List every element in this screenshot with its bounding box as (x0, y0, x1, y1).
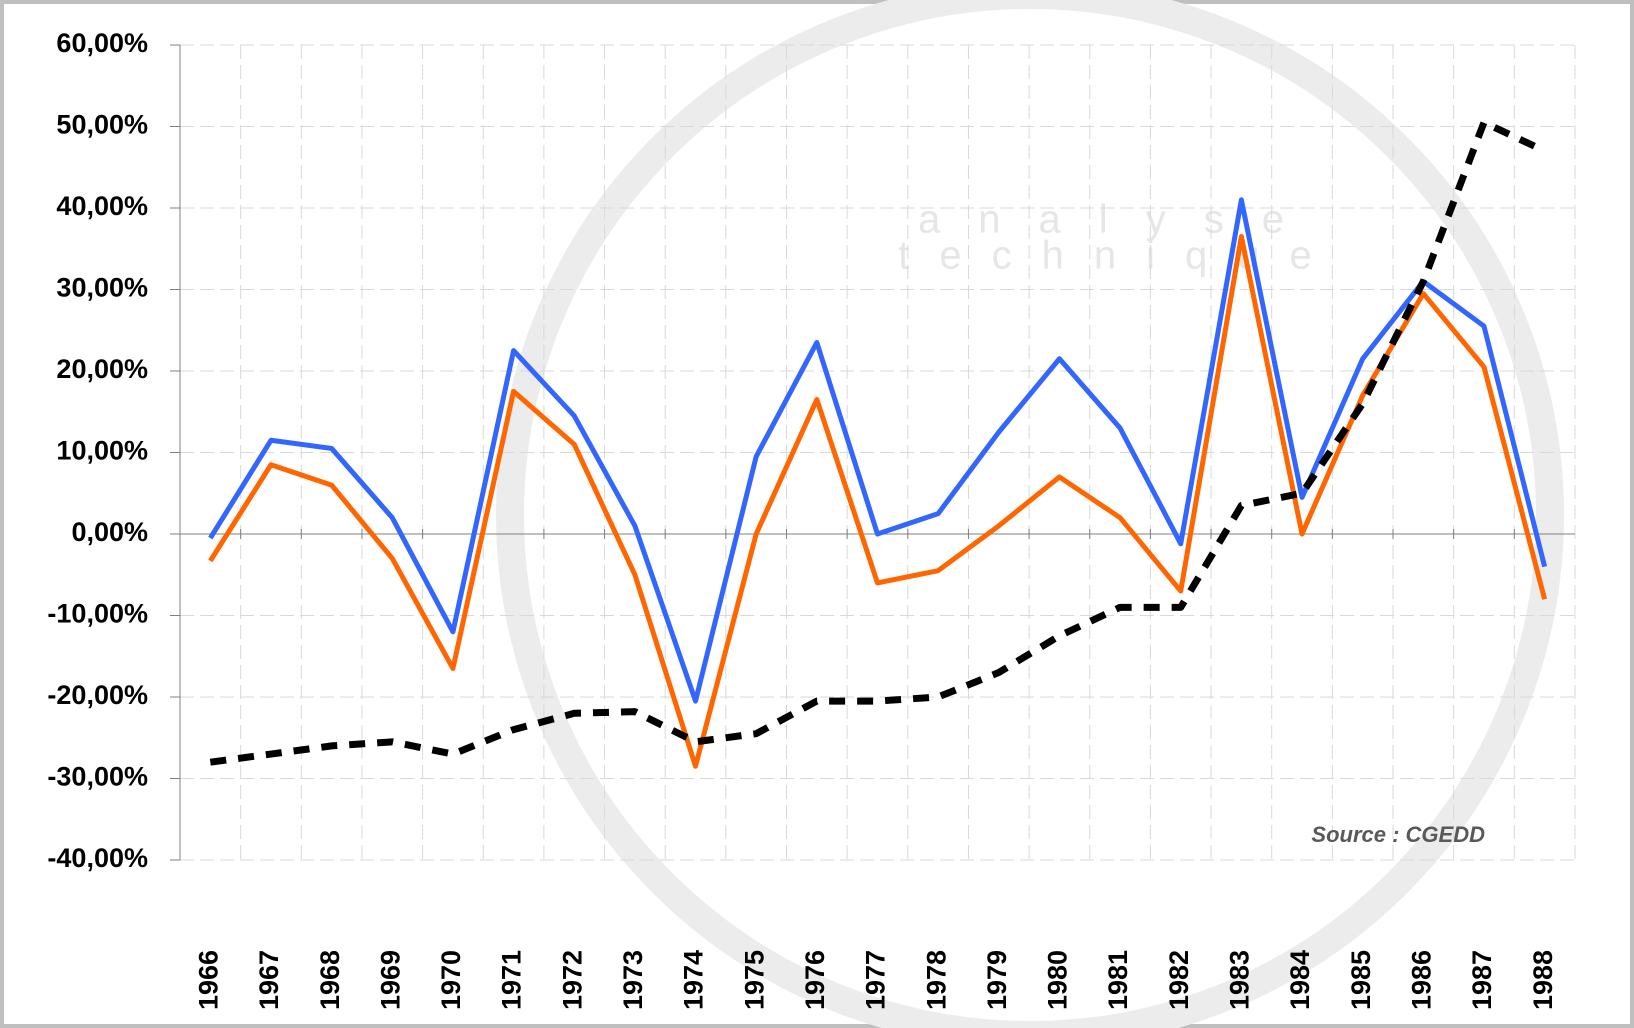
y-tick-label: -10,00% (47, 599, 148, 629)
x-tick-label: 1987 (1467, 950, 1497, 1010)
x-tick-label: 1969 (375, 950, 405, 1010)
y-tick-label: 30,00% (56, 273, 148, 303)
x-tick-label: 1978 (921, 950, 951, 1010)
y-tick-label: 0,00% (71, 517, 148, 547)
x-tick-label: 1973 (618, 950, 648, 1010)
y-tick-label: 60,00% (56, 28, 148, 58)
x-tick-label: 1971 (497, 950, 527, 1010)
x-tick-label: 1967 (254, 950, 284, 1010)
x-tick-label: 1975 (739, 950, 769, 1010)
x-tick-label: 1976 (800, 950, 830, 1010)
x-tick-label: 1984 (1285, 950, 1315, 1010)
y-tick-label: -30,00% (47, 762, 148, 792)
x-tick-label: 1966 (193, 950, 223, 1010)
x-tick-label: 1974 (679, 950, 709, 1010)
watermark-text: technique (898, 234, 1341, 278)
x-tick-label: 1970 (436, 950, 466, 1010)
y-tick-label: -20,00% (47, 680, 148, 710)
y-tick-label: 40,00% (56, 191, 148, 221)
x-tick-label: 1982 (1164, 950, 1194, 1010)
source-note: Source : CGEDD (1311, 822, 1485, 847)
x-tick-label: 1977 (861, 950, 891, 1010)
x-tick-label: 1981 (1103, 950, 1133, 1010)
x-tick-label: 1988 (1528, 950, 1558, 1010)
x-tick-label: 1980 (1043, 950, 1073, 1010)
y-tick-label: 10,00% (56, 436, 148, 466)
x-tick-label: 1983 (1225, 950, 1255, 1010)
x-tick-label: 1985 (1346, 950, 1376, 1010)
x-tick-label: 1968 (315, 950, 345, 1010)
x-tick-label: 1972 (557, 950, 587, 1010)
chart: analyse technique -40,00%-30,00%-20,00%-… (0, 0, 1634, 1028)
y-tick-label: 20,00% (56, 354, 148, 384)
y-tick-label: 50,00% (56, 110, 148, 140)
x-tick-label: 1986 (1406, 950, 1436, 1010)
y-tick-label: -40,00% (47, 843, 148, 873)
x-tick-label: 1979 (982, 950, 1012, 1010)
